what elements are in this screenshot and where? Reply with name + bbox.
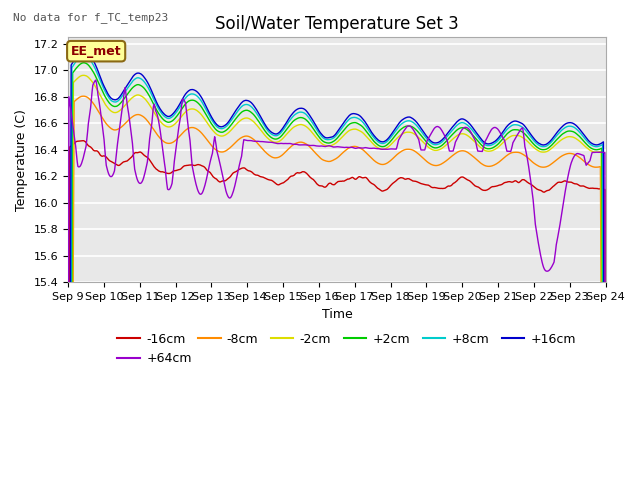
+2cm bbox=[80, 60, 88, 66]
Legend: +64cm: +64cm bbox=[117, 352, 191, 365]
+2cm bbox=[213, 128, 221, 133]
+16cm bbox=[213, 122, 221, 128]
+2cm bbox=[185, 98, 193, 104]
+64cm bbox=[74, 164, 82, 169]
-16cm bbox=[185, 162, 193, 168]
+16cm bbox=[419, 128, 426, 133]
+8cm bbox=[74, 56, 82, 62]
+16cm bbox=[403, 115, 411, 120]
+8cm bbox=[185, 92, 193, 98]
+8cm bbox=[213, 124, 221, 130]
-8cm bbox=[79, 93, 87, 99]
Line: +2cm: +2cm bbox=[68, 63, 605, 480]
+8cm bbox=[80, 52, 88, 58]
Y-axis label: Temperature (C): Temperature (C) bbox=[15, 109, 28, 211]
+2cm bbox=[419, 134, 426, 140]
-16cm bbox=[213, 177, 221, 182]
-8cm bbox=[419, 155, 426, 160]
X-axis label: Time: Time bbox=[321, 308, 352, 321]
-2cm bbox=[80, 72, 88, 78]
Title: Soil/Water Temperature Set 3: Soil/Water Temperature Set 3 bbox=[215, 15, 459, 33]
Line: -16cm: -16cm bbox=[68, 141, 605, 480]
+64cm bbox=[403, 124, 411, 130]
-2cm bbox=[74, 75, 82, 81]
-16cm bbox=[130, 151, 138, 156]
Line: +64cm: +64cm bbox=[68, 80, 605, 480]
-8cm bbox=[213, 148, 221, 154]
Line: +16cm: +16cm bbox=[68, 49, 605, 480]
-8cm bbox=[185, 125, 193, 131]
+8cm bbox=[419, 130, 426, 136]
-8cm bbox=[130, 113, 138, 119]
-16cm bbox=[79, 138, 87, 144]
+8cm bbox=[403, 118, 411, 124]
Line: -2cm: -2cm bbox=[68, 75, 605, 480]
+16cm bbox=[74, 51, 82, 57]
-8cm bbox=[403, 146, 411, 152]
Text: No data for f_TC_temp23: No data for f_TC_temp23 bbox=[13, 12, 168, 23]
+2cm bbox=[403, 123, 411, 129]
-2cm bbox=[185, 107, 193, 113]
+64cm bbox=[185, 127, 193, 132]
+16cm bbox=[130, 72, 138, 78]
Line: -8cm: -8cm bbox=[68, 96, 605, 480]
-2cm bbox=[130, 94, 138, 99]
+64cm bbox=[130, 158, 138, 164]
Line: +8cm: +8cm bbox=[68, 55, 605, 480]
+16cm bbox=[185, 88, 193, 94]
+16cm bbox=[80, 47, 88, 52]
+64cm bbox=[92, 77, 100, 83]
-2cm bbox=[419, 139, 426, 144]
+2cm bbox=[130, 84, 138, 89]
+64cm bbox=[213, 148, 221, 154]
+8cm bbox=[130, 77, 138, 83]
+64cm bbox=[419, 147, 426, 153]
Text: EE_met: EE_met bbox=[71, 45, 122, 58]
-8cm bbox=[74, 96, 82, 101]
-2cm bbox=[403, 129, 411, 135]
-16cm bbox=[74, 138, 82, 144]
-16cm bbox=[403, 176, 411, 182]
+2cm bbox=[74, 63, 82, 69]
-16cm bbox=[419, 181, 426, 187]
-2cm bbox=[213, 132, 221, 137]
